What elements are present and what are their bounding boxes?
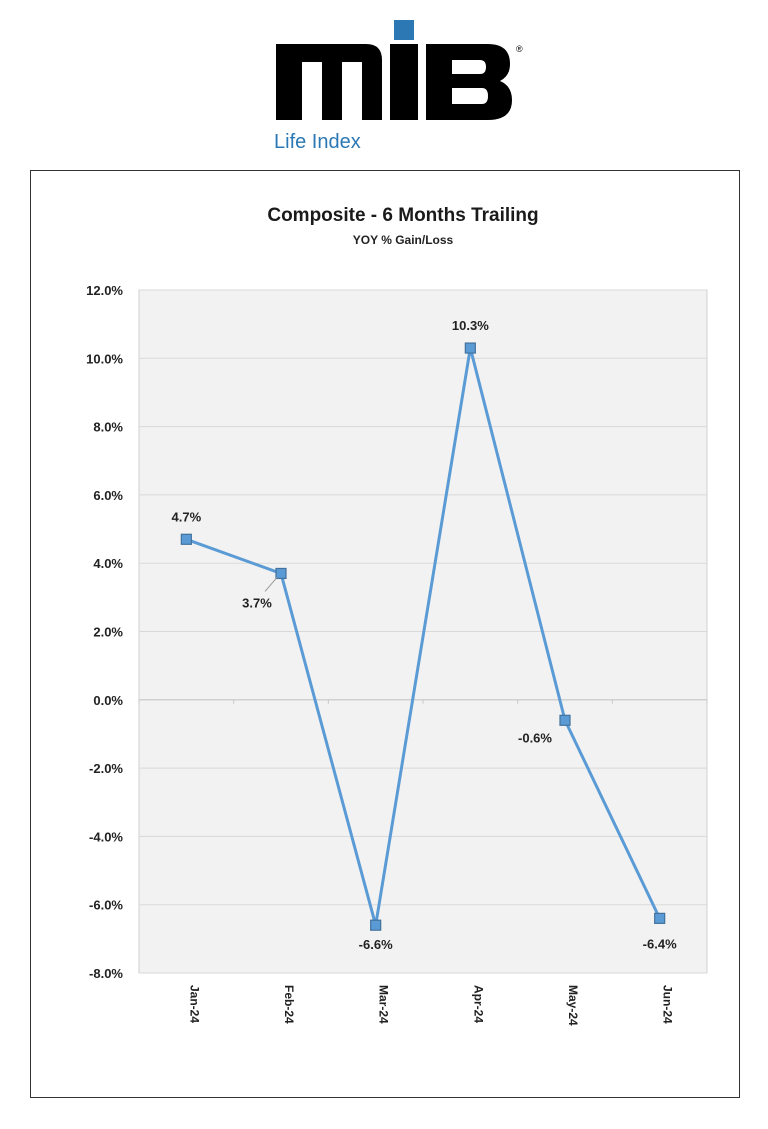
chart-title: Composite - 6 Months Trailing [267,205,539,226]
y-tick-label: -4.0% [89,829,123,844]
registered-mark: ® [516,44,523,54]
data-label: 10.3% [452,318,489,333]
mib-logo: ® Life Index [274,18,534,158]
data-label: -0.6% [518,730,552,745]
mib-wordmark: ® [276,20,523,120]
data-point-marker [464,342,476,354]
x-category-label: Mar-24 [377,985,391,1024]
y-tick-label: 0.0% [93,693,123,708]
data-label: -6.4% [643,936,677,951]
y-tick-label: 12.0% [86,283,123,298]
x-category-label: May-24 [566,985,580,1026]
data-label: 3.7% [242,595,272,610]
logo-accent-square [394,20,414,40]
y-tick-label: 10.0% [86,351,123,366]
data-point-marker [275,567,287,580]
series-line [180,342,666,931]
data-label: 4.7% [172,509,202,524]
logo-tagline: Life Index [274,131,361,153]
data-label: -6.6% [359,937,393,952]
logo-letter-b [426,44,512,120]
data-labels: 4.7% 3.7% -6.6% 10.3% -0.6% -6.4% [172,318,678,952]
data-point-marker [559,714,571,726]
y-tick-label: 8.0% [93,420,123,435]
x-category-label: Apr-24 [471,985,485,1023]
x-category-label: Jun-24 [661,985,675,1024]
y-tick-label: -2.0% [89,761,123,776]
logo-letter-m [276,44,382,120]
data-label-leader-line [264,577,278,592]
data-point-marker [654,912,666,924]
y-tick-label: 4.0% [93,556,123,571]
logo-letter-i [390,44,418,120]
series-line-path [185,346,662,927]
y-tick-label: -6.0% [89,898,123,913]
y-tick-label: -8.0% [89,966,123,981]
y-tick-label: 2.0% [93,625,123,640]
x-category-label: Jan-24 [187,985,201,1023]
data-point-marker [180,533,192,545]
x-category-label: Feb-24 [282,985,296,1024]
axes: 12.0% 10.0% 8.0% 6.0% 4.0% 2.0% 0.0% -2.0% -4.0%… [86,283,708,1026]
chart-subtitle: YOY % Gain/Loss [352,233,454,247]
data-point-marker [370,919,382,931]
y-tick-label: 6.0% [93,488,123,503]
